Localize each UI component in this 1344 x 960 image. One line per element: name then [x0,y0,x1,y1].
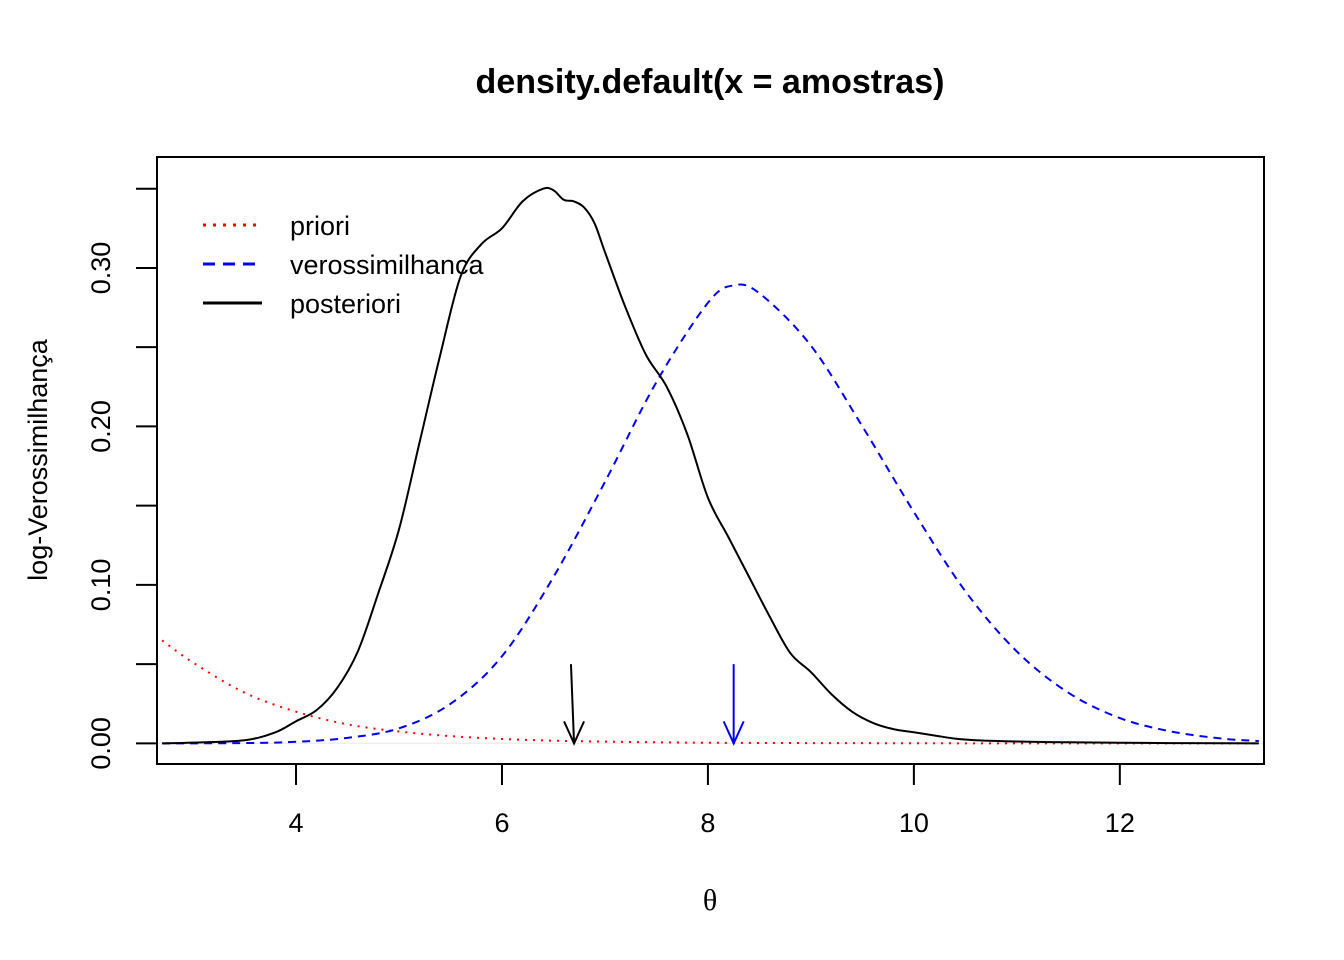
legend-label-posteriori: posteriori [290,289,401,319]
legend-label-verossimilhanca: verossimilhanca [290,250,485,280]
x-tick-label: 4 [289,808,304,838]
x-tick-label: 6 [494,808,509,838]
y-axis-label: log-Verossimilhança [23,338,53,581]
y-tick-label: 0.30 [86,242,116,295]
legend-label-priori: priori [290,211,350,241]
x-tick-label: 12 [1105,808,1135,838]
arrow-shaft [569,664,576,744]
series-line-posteriori [162,186,1259,745]
series-line-verossimilhanca [162,283,1259,745]
chart-title: density.default(x = amostras) [476,63,945,101]
arrow-head [722,720,745,746]
annotation-layer [563,664,745,746]
y-tick-label: 0.00 [86,717,116,770]
series-line-priori [161,639,1259,745]
x-tick-label: 10 [899,808,929,838]
x-axis-label: θ [703,884,717,917]
plot-frame [156,156,1265,765]
arrow-head [563,720,585,746]
x-tick-label: 8 [700,808,715,838]
y-tick-label: 0.10 [86,559,116,612]
legend: priori verossimilhanca posteriori [203,211,485,319]
series-layer [161,186,1259,745]
y-tick-label: 0.20 [86,400,116,453]
